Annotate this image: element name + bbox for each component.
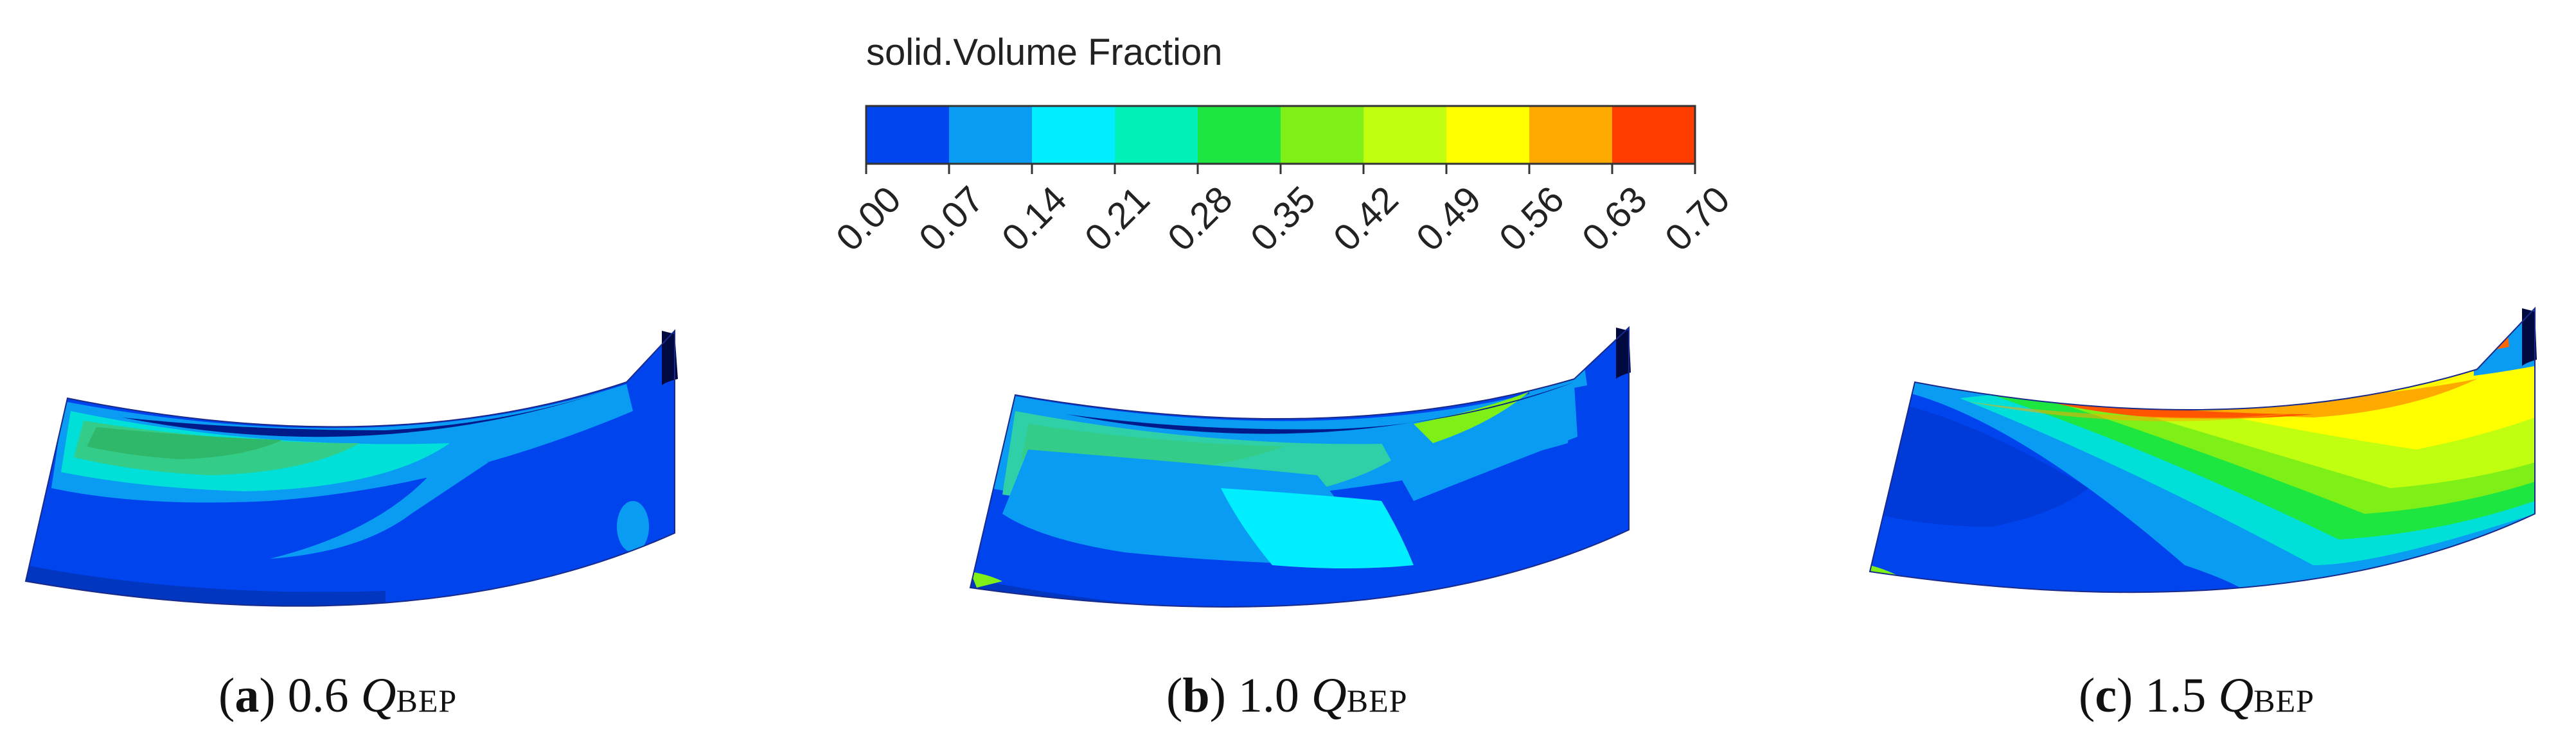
colorbar-band-9 [1612, 106, 1696, 164]
caption-a-value: 0.6 [287, 669, 349, 723]
caption-b-symbol: Q [1311, 669, 1347, 723]
colorbar-title: solid.Volume Fraction [866, 31, 1223, 73]
caption-c: (c) 1.5 QBEP [2079, 669, 2314, 723]
caption-c-letter: c [2095, 669, 2117, 723]
colorbar-tick-label: 0.14 [994, 179, 1075, 259]
colorbar-tick-label: 0.00 [828, 179, 909, 259]
colorbar-tick-label: 0.07 [911, 179, 992, 259]
caption-b: (b) 1.0 QBEP [1166, 669, 1408, 723]
caption-a-symbol: Q [360, 669, 396, 723]
caption-c-value: 1.5 [2145, 669, 2207, 723]
colorbar-band-7 [1446, 106, 1530, 164]
blade-surface-b [969, 326, 1631, 608]
colorbar-band-1 [949, 106, 1033, 164]
caption-b-value: 1.0 [1238, 669, 1299, 723]
colorbar-band-2 [1032, 106, 1115, 164]
colorbar-tick-label: 0.42 [1326, 179, 1407, 259]
colorbar-band-5 [1281, 106, 1364, 164]
colorbar-tick-label: 0.35 [1243, 179, 1324, 259]
caption-c-symbol: Q [2218, 669, 2254, 723]
caption-b-subscript: BEP [1346, 683, 1408, 719]
blade-surface-c [1869, 306, 2537, 593]
colorbar-band-4 [1198, 106, 1281, 164]
caption-a-subscript: BEP [396, 683, 457, 719]
colorbar-tick-label: 0.49 [1408, 179, 1489, 259]
caption-b-letter: b [1182, 669, 1210, 723]
caption-a-letter: a [235, 669, 260, 723]
blade-surface-a [24, 329, 678, 607]
colorbar: 0.00 0.07 0.14 0.21 0.28 0.35 0.42 0.49 0.56 0.63… [828, 105, 1738, 259]
colorbar-tick-label: 0.63 [1574, 179, 1655, 259]
caption-c-subscript: BEP [2253, 683, 2314, 719]
colorbar-band-3 [1115, 106, 1198, 164]
colorbar-band-6 [1364, 106, 1447, 164]
caption-a: (a) 0.6 QBEP [218, 669, 457, 723]
colorbar-tick-label: 0.21 [1077, 179, 1158, 259]
colorbar-band-8 [1529, 106, 1613, 164]
colorbar-tick-label: 0.28 [1160, 179, 1241, 259]
colorbar-band-0 [866, 106, 950, 164]
colorbar-tick-label: 0.56 [1491, 179, 1572, 259]
colorbar-tick-label: 0.70 [1657, 179, 1738, 259]
